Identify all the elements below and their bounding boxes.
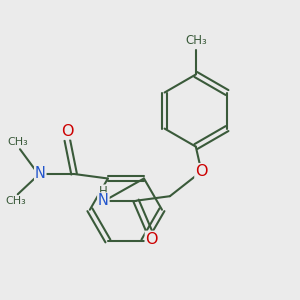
Text: CH₃: CH₃ xyxy=(8,137,28,147)
Text: N: N xyxy=(98,193,109,208)
Text: CH₃: CH₃ xyxy=(185,34,207,47)
Text: O: O xyxy=(146,232,158,247)
Text: CH₃: CH₃ xyxy=(5,196,26,206)
Text: O: O xyxy=(195,164,208,179)
Text: N: N xyxy=(35,167,46,182)
Text: O: O xyxy=(61,124,74,139)
Text: H: H xyxy=(99,185,108,198)
